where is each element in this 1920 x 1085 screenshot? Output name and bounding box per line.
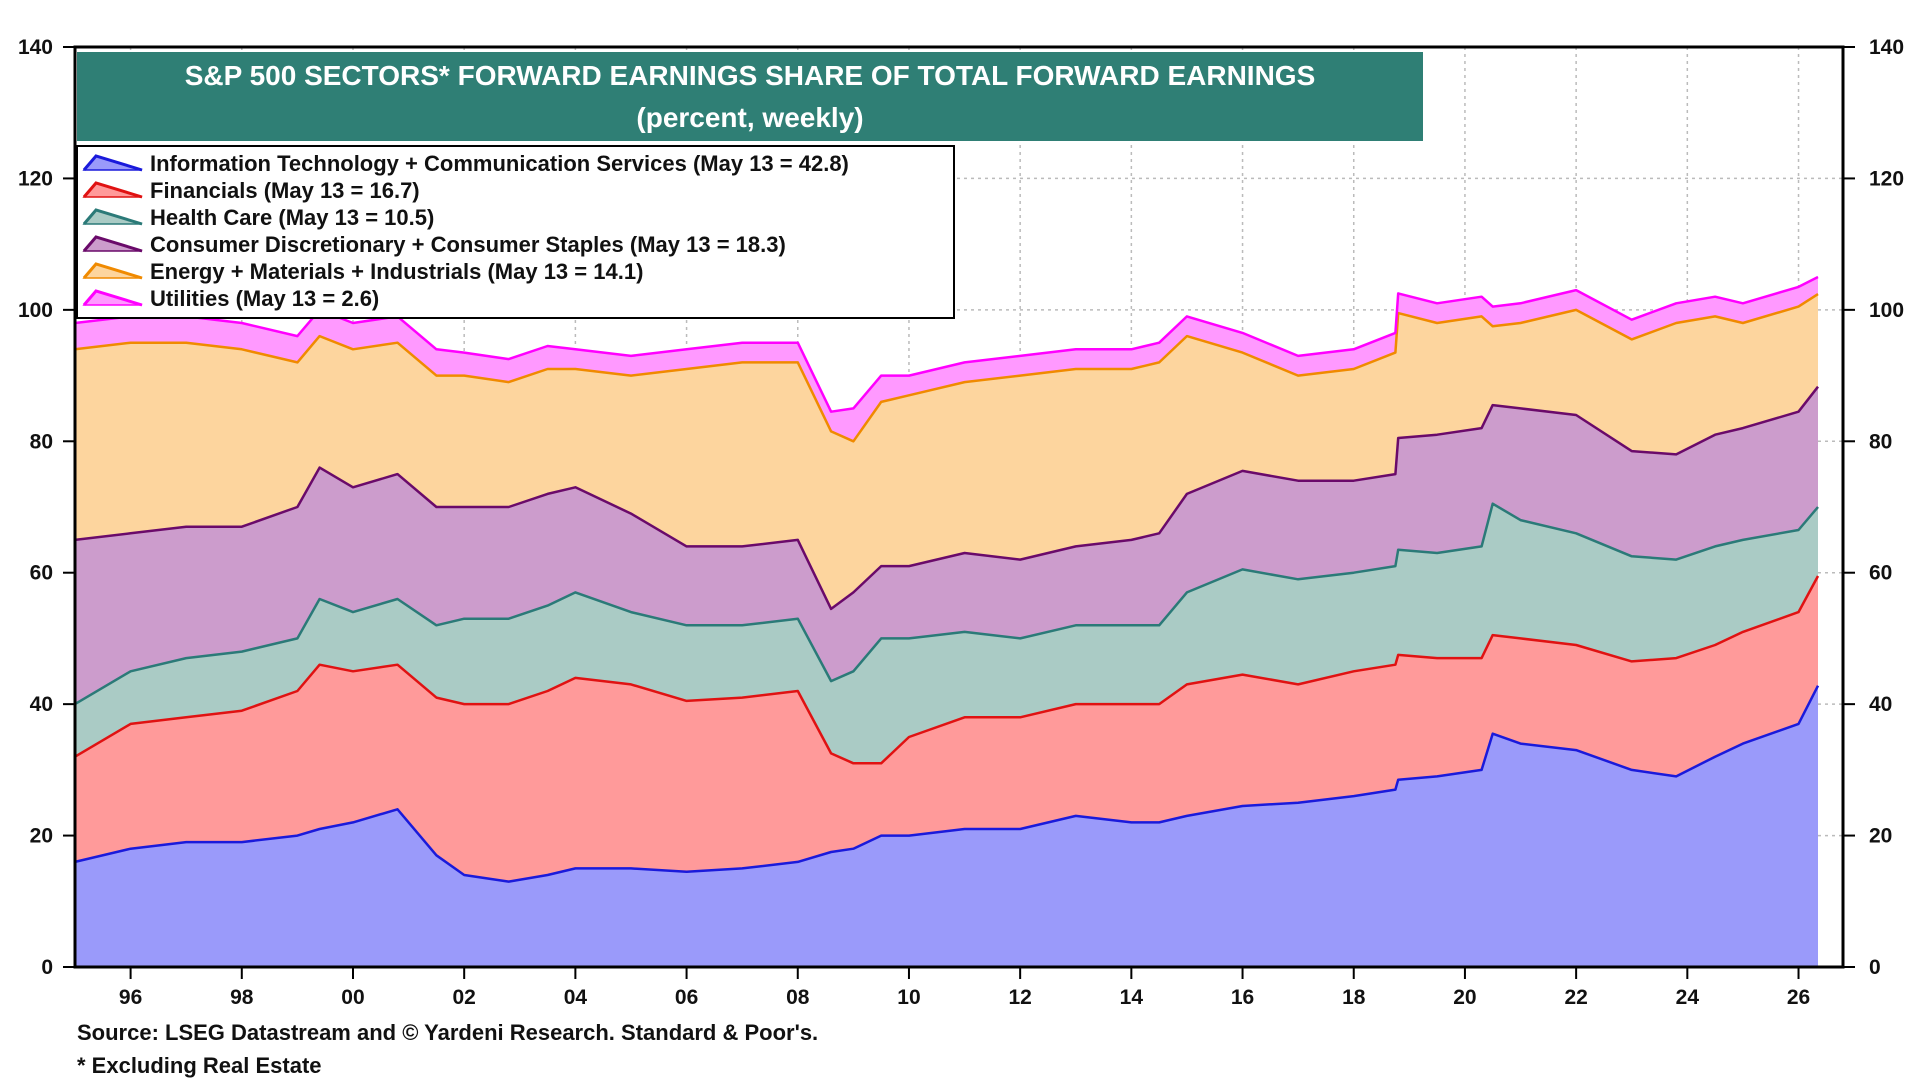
legend-item-3: Health Care (May 13 = 10.5) (82, 205, 434, 230)
area-series-2 (75, 576, 1818, 882)
chart-title: S&P 500 SECTORS* FORWARD EARNINGS SHARE … (185, 60, 1316, 91)
x-tick-04: 04 (564, 986, 588, 1009)
footnote: * Excluding Real Estate (77, 1053, 322, 1078)
x-tick-00: 00 (341, 986, 364, 1009)
x-tick-98: 98 (230, 986, 254, 1009)
line-series-2 (74, 575, 1820, 765)
plot-frame (73, 45, 1845, 969)
legend-label-1: Information Technology + Communication S… (150, 151, 849, 176)
y-tick-left-40: 40 (30, 693, 53, 716)
legend-item-4: Consumer Discretionary + Consumer Staple… (82, 232, 786, 257)
legend-label-6: Utilities (May 13 = 2.6) (150, 286, 379, 311)
legend-item-2: Financials (May 13 = 16.7) (82, 178, 420, 203)
x-tick-12: 12 (1008, 986, 1031, 1009)
x-tick-02: 02 (453, 986, 476, 1009)
x-tick-18: 18 (1342, 986, 1366, 1009)
y-tick-left-100: 100 (18, 299, 53, 322)
y-tick-right-120: 120 (1869, 167, 1904, 190)
x-tick-24: 24 (1676, 986, 1700, 1009)
x-tick-26: 26 (1787, 986, 1810, 1009)
line-series-4 (74, 385, 1819, 611)
y-tick-right-40: 40 (1869, 693, 1892, 716)
x-tick-06: 06 (675, 986, 698, 1009)
y-tick-right-140: 140 (1869, 36, 1904, 59)
y-tick-left-0: 0 (41, 956, 53, 979)
legend-box (76, 145, 955, 319)
x-tick-14: 14 (1120, 986, 1144, 1009)
plot-area (74, 47, 1843, 967)
legend-swatch-line-4 (82, 235, 143, 253)
line-series-5 (74, 293, 1819, 443)
legend-label-4: Consumer Discretionary + Consumer Staple… (150, 232, 786, 257)
y-tick-right-0: 0 (1869, 956, 1881, 979)
x-tick-16: 16 (1231, 986, 1254, 1009)
legend-swatch-line-5 (82, 262, 143, 280)
y-tick-right-100: 100 (1869, 299, 1904, 322)
area-series-4 (75, 386, 1818, 705)
line-series-1 (74, 685, 1820, 883)
legend-swatch-line-3 (82, 208, 143, 226)
legend-swatch-line-2 (82, 181, 143, 199)
legend-label-2: Financials (May 13 = 16.7) (150, 178, 420, 203)
y-tick-right-20: 20 (1869, 825, 1892, 848)
area-series-5 (75, 294, 1818, 609)
legend-label-5: Energy + Materials + Industrials (May 13… (150, 259, 643, 284)
legend-item-6: Utilities (May 13 = 2.6) (82, 286, 379, 311)
area-series-1 (75, 685, 1818, 967)
x-tick-08: 08 (786, 986, 810, 1009)
legend: Information Technology + Communication S… (76, 145, 955, 319)
x-tick-20: 20 (1453, 986, 1476, 1009)
legend-item-5: Energy + Materials + Industrials (May 13… (82, 259, 643, 284)
y-tick-right-60: 60 (1869, 562, 1892, 585)
y-tick-right-80: 80 (1869, 430, 1892, 453)
x-tick-96: 96 (119, 986, 142, 1009)
x-tick-10: 10 (897, 986, 920, 1009)
legend-label-3: Health Care (May 13 = 10.5) (150, 205, 434, 230)
y-tick-left-60: 60 (30, 562, 53, 585)
area-series-6 (75, 277, 1818, 442)
y-tick-left-80: 80 (30, 430, 53, 453)
line-series-3 (74, 502, 1819, 706)
chart-subtitle: (percent, weekly) (636, 102, 863, 133)
y-tick-left-140: 140 (18, 36, 53, 59)
title-box (77, 52, 1423, 141)
legend-swatch-line-1 (82, 154, 143, 172)
x-tick-22: 22 (1564, 986, 1587, 1009)
y-tick-left-20: 20 (30, 825, 53, 848)
y-tick-left-120: 120 (18, 167, 53, 190)
source-note: Source: LSEG Datastream and © Yardeni Re… (77, 1020, 818, 1045)
legend-swatch-line-6 (82, 289, 143, 307)
legend-item-1: Information Technology + Communication S… (82, 151, 849, 176)
